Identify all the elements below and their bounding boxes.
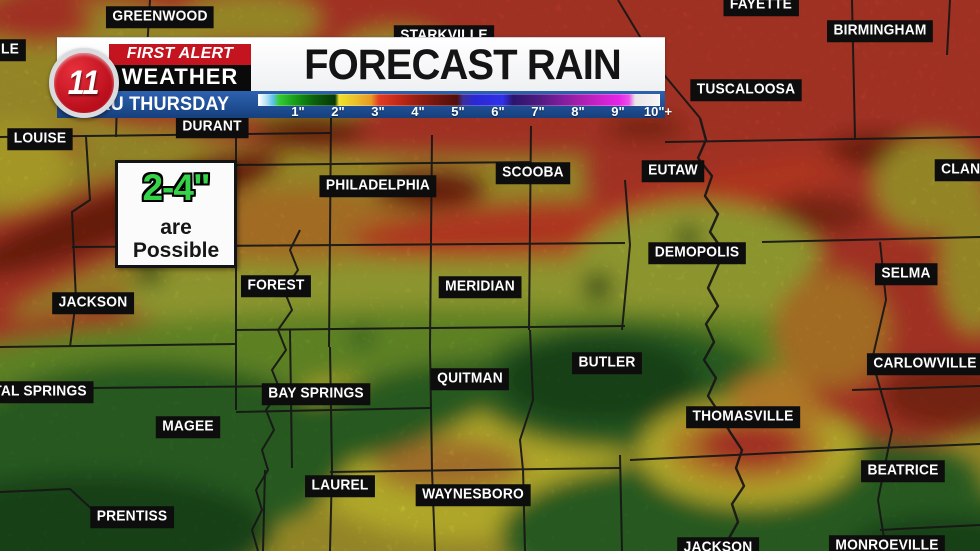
city-label: LOUISE (7, 128, 73, 150)
city-label: JACKSON (52, 292, 134, 314)
rain-amount-value: 2-4" (142, 167, 210, 208)
city-label: MONROEVILLE (828, 535, 946, 551)
city-label: DEMOPOLIS (648, 242, 746, 264)
callout-line1: are (160, 216, 192, 239)
city-label: GREENWOOD (105, 6, 215, 28)
city-label: BUTLER (572, 352, 642, 374)
city-label: CLANT (934, 159, 980, 181)
legend-tick-label: 3" (371, 104, 385, 119)
rain-scale-labels: 1" 2" 3" 4" 5" 6" 7" 8" 9" 10"+ (258, 104, 672, 119)
city-label: SCOOBA (495, 162, 571, 184)
legend-tick-label: 6" (491, 104, 505, 119)
legend-tick-label: 5" (451, 104, 465, 119)
city-label: CARLOWVILLE (866, 353, 980, 375)
city-label: PRENTISS (90, 506, 174, 528)
city-label: LE (0, 39, 26, 61)
city-label: BAY SPRINGS (261, 383, 371, 405)
city-label: BIRMINGHAM (827, 20, 933, 42)
channel-number: 11 (68, 64, 100, 102)
city-label: TAL SPRINGS (0, 381, 94, 403)
callout-line2: Possible (132, 239, 220, 263)
city-label: SELMA (874, 263, 938, 285)
page-title: FORECAST RAIN (304, 40, 622, 89)
city-label: MAGEE (155, 416, 221, 438)
city-label: PHILADELPHIA (319, 175, 437, 197)
rain-scale-legend: 1" 2" 3" 4" 5" 6" 7" 8" 9" 10"+ (258, 93, 672, 119)
city-label: FAYETTE (723, 0, 799, 16)
city-label: FOREST (241, 275, 311, 297)
legend-tick-label: 9" (611, 104, 625, 119)
station-logo-circle: 11 (49, 48, 119, 118)
city-label: QUITMAN (430, 368, 510, 390)
logo-first-alert: FIRST ALERT (109, 44, 251, 65)
city-label: WAYNESBORO (415, 484, 531, 506)
legend-tick-label: 1" (291, 104, 305, 119)
city-label: TUSCALOOSA (690, 79, 802, 101)
legend-tick-label: 10"+ (643, 104, 673, 119)
legend-tick-label: 7" (531, 104, 545, 119)
logo-weather: WEATHER (109, 64, 251, 92)
legend-tick-label: 2" (331, 104, 345, 119)
legend-tick-label: 8" (571, 104, 585, 119)
city-label: THOMASVILLE (686, 406, 800, 428)
rain-amount-callout: 2-4" are Possible (115, 160, 237, 268)
city-label: MERIDIAN (438, 276, 522, 298)
station-logo: FIRST ALERT WEATHER (109, 44, 251, 92)
city-label: DURANT (175, 116, 249, 138)
legend-tick-label: 4" (411, 104, 425, 119)
header-banner: 11 FIRST ALERT WEATHER FORECAST RAIN THR… (49, 37, 672, 119)
rain-scale-gradient (258, 94, 660, 106)
city-label: BEATRICE (861, 460, 945, 482)
city-label: LAUREL (305, 475, 375, 497)
city-label: EUTAW (641, 160, 705, 182)
city-label: JACKSON (677, 537, 759, 551)
